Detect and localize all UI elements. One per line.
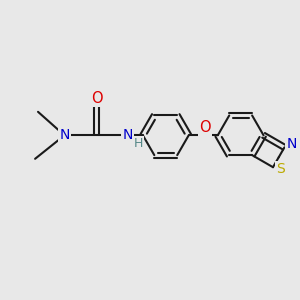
- Text: O: O: [91, 91, 103, 106]
- Text: N: N: [286, 137, 297, 152]
- Text: S: S: [276, 162, 285, 176]
- Text: N: N: [122, 128, 133, 142]
- Text: H: H: [134, 137, 143, 150]
- Text: O: O: [200, 121, 211, 136]
- Text: N: N: [59, 128, 70, 142]
